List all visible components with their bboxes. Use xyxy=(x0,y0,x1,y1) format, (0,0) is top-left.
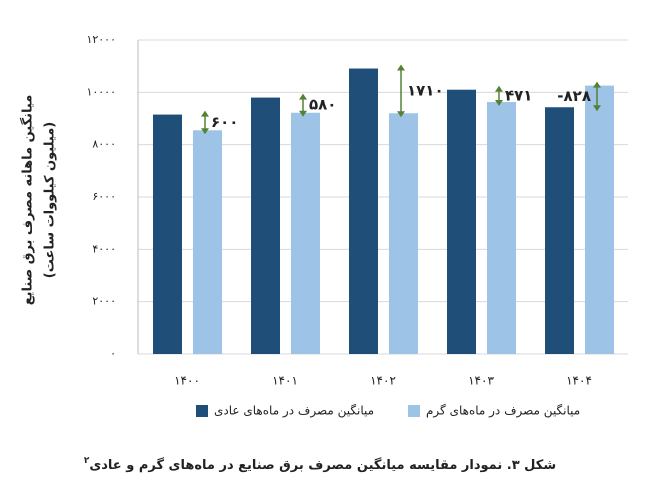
diff-label: -۸۲۸ xyxy=(557,87,591,105)
bar xyxy=(251,97,280,355)
diff-arrowhead xyxy=(495,100,503,107)
y-tick-label: ۰ xyxy=(110,347,116,360)
diff-arrowhead xyxy=(397,111,405,118)
legend-swatch xyxy=(408,405,420,417)
y-tick-label: ۲۰۰۰ xyxy=(92,295,116,308)
x-tick-label: ۱۴۰۳ xyxy=(468,374,494,388)
diff-label: ۴۷۱ xyxy=(505,86,532,104)
legend-swatch xyxy=(196,405,208,417)
diff-arrowhead xyxy=(593,81,601,88)
bar xyxy=(389,113,418,355)
x-tick-label: ۱۴۰۱ xyxy=(272,374,298,388)
y-tick-label: ۱۲۰۰۰ xyxy=(86,33,116,46)
chart-title: شکل ۳. نمودار مقایسه میانگین مصرف برق صن… xyxy=(84,456,556,473)
bar xyxy=(291,112,320,354)
legend-label: میانگین مصرف در ماه‌های گرم xyxy=(426,404,580,419)
bar xyxy=(447,89,476,354)
title-note: ۲ xyxy=(84,456,90,466)
y-axis-label: (میلیون کیلووات ساعت) xyxy=(43,122,58,278)
bar xyxy=(545,107,574,354)
bar xyxy=(193,130,222,354)
y-tick-label: ۱۰۰۰۰ xyxy=(86,85,116,98)
diff-arrowhead xyxy=(299,93,307,100)
title-text: شکل ۳. نمودار مقایسه میانگین مصرف برق صن… xyxy=(89,457,556,473)
diff-arrowhead xyxy=(201,128,209,135)
y-axis-label: میانگین ماهانه مصرف برق صنایع xyxy=(20,95,36,306)
diff-arrowhead xyxy=(201,110,209,117)
x-tick-label: ۱۴۰۲ xyxy=(370,374,396,388)
diff-label: ۶۰۰ xyxy=(211,113,238,131)
diff-arrowhead xyxy=(593,105,601,112)
diff-arrowhead xyxy=(495,85,503,92)
bar xyxy=(153,114,182,354)
y-tick-label: ۴۰۰۰ xyxy=(92,242,116,255)
diff-label: ۵۸۰ xyxy=(309,96,336,114)
diff-arrowhead xyxy=(397,64,405,71)
legend-label: میانگین مصرف در ماه‌های عادی xyxy=(214,404,374,419)
diff-arrowhead xyxy=(299,110,307,117)
bar xyxy=(349,68,378,354)
y-tick-label: ۶۰۰۰ xyxy=(92,190,116,203)
x-tick-label: ۱۴۰۴ xyxy=(566,374,592,388)
bar xyxy=(487,102,516,354)
x-tick-label: ۱۴۰۰ xyxy=(174,374,200,388)
y-tick-label: ۸۰۰۰ xyxy=(92,138,116,151)
bar xyxy=(585,85,614,354)
diff-label: ۱۷۱۰ xyxy=(407,81,444,99)
